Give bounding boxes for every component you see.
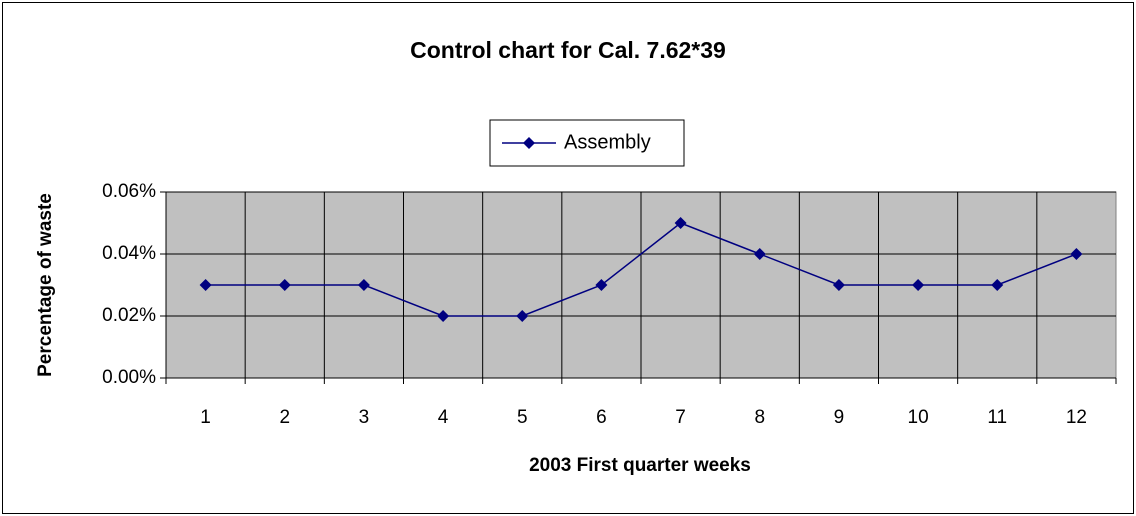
data-point [674, 217, 687, 229]
data-point [832, 279, 845, 291]
data-point [199, 279, 212, 291]
x-tick-label: 11 [987, 407, 1007, 428]
y-tick-label: 0.06% [102, 181, 156, 202]
data-point [516, 310, 529, 322]
data-point [278, 279, 291, 291]
y-tick-label: 0.02% [102, 305, 156, 326]
x-axis-label: 2003 First quarter weeks [529, 455, 751, 476]
legend-marker [523, 137, 535, 149]
data-point [595, 279, 608, 291]
x-tick-label: 7 [675, 407, 686, 428]
x-tick-label: 2 [279, 407, 290, 428]
data-point [991, 279, 1004, 291]
x-tick-label: 3 [359, 407, 370, 428]
data-point [912, 279, 925, 291]
x-tick-label: 1 [200, 407, 211, 428]
data-point [437, 310, 450, 322]
x-tick-label: 4 [438, 407, 449, 428]
y-tick-label: 0.00% [102, 367, 156, 388]
x-tick-label: 12 [1066, 407, 1087, 428]
x-tick-label: 10 [908, 407, 929, 428]
legend-label: Assembly [564, 131, 651, 153]
x-tick-label: 5 [517, 407, 528, 428]
data-point [357, 279, 370, 291]
y-axis-label: Percentage of waste [35, 193, 56, 377]
x-tick-label: 8 [754, 407, 765, 428]
data-point [753, 248, 766, 260]
chart-title: Control chart for Cal. 7.62*39 [410, 37, 726, 63]
series-line [205, 222, 1077, 317]
y-tick-label: 0.04% [102, 243, 156, 264]
x-tick-label: 6 [596, 407, 607, 428]
data-point [1070, 248, 1083, 260]
x-tick-label: 9 [834, 407, 845, 428]
